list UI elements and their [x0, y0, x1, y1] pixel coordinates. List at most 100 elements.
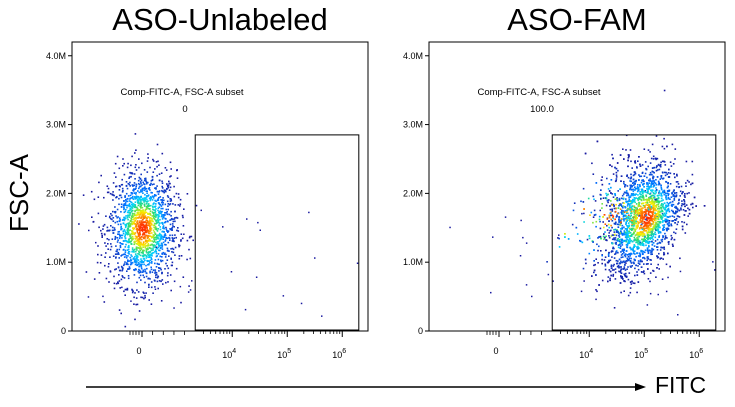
event-dot	[172, 203, 174, 205]
event-dot	[656, 195, 659, 197]
event-dot	[603, 214, 606, 216]
event-dot	[667, 224, 670, 226]
event-dot	[127, 268, 129, 270]
event-dot	[130, 232, 133, 235]
event-dot	[645, 244, 647, 247]
event-dot	[111, 226, 114, 229]
event-dot	[649, 237, 651, 239]
event-dot	[658, 194, 660, 196]
event-dot	[100, 174, 102, 177]
event-dot	[90, 190, 93, 193]
event-dot	[632, 251, 635, 253]
gate-rectangle	[551, 134, 717, 331]
event-dot	[160, 242, 163, 245]
event-dot	[641, 244, 644, 246]
event-dot	[157, 263, 159, 265]
event-dot	[143, 201, 145, 203]
event-dot	[163, 236, 166, 238]
event-dot	[654, 240, 657, 242]
event-dot	[660, 257, 663, 259]
event-dot	[146, 205, 149, 208]
event-dot	[140, 271, 142, 274]
event-dot	[164, 268, 166, 270]
event-dot	[148, 299, 150, 301]
event-dot	[633, 250, 636, 252]
event-dot	[648, 186, 651, 189]
event-dot	[662, 178, 664, 180]
event-dot	[163, 253, 166, 255]
event-dot	[654, 223, 656, 226]
event-dot	[619, 208, 622, 210]
event-dot	[599, 227, 602, 230]
event-dot	[667, 208, 669, 211]
event-dot	[118, 217, 121, 219]
event-dot	[606, 199, 609, 202]
event-dot	[356, 262, 359, 264]
event-dot	[634, 161, 636, 163]
event-dot	[140, 201, 142, 204]
event-dot	[650, 205, 653, 208]
event-dot	[122, 243, 124, 245]
event-dot	[141, 213, 144, 216]
event-dot	[627, 207, 629, 210]
event-dot	[630, 235, 632, 237]
event-dot	[139, 231, 141, 234]
event-dot	[662, 235, 664, 237]
event-dot	[655, 135, 658, 137]
event-dot	[159, 244, 161, 247]
event-dot	[636, 187, 639, 190]
event-dot	[651, 215, 654, 217]
event-dot	[611, 267, 613, 269]
event-dot	[136, 243, 139, 245]
event-dot	[603, 259, 606, 261]
event-dot	[645, 241, 647, 244]
event-dot	[617, 231, 619, 233]
event-dot	[634, 201, 636, 204]
event-dot	[132, 215, 135, 217]
event-dot	[651, 233, 653, 235]
event-dot	[173, 237, 176, 239]
event-dot	[630, 202, 633, 205]
event-dot	[643, 270, 645, 272]
event-dot	[170, 215, 172, 217]
event-dot	[142, 225, 145, 227]
event-dot	[624, 185, 626, 188]
event-dot	[108, 263, 110, 265]
event-dot	[666, 145, 668, 148]
event-dot	[139, 234, 141, 236]
event-dot	[120, 234, 123, 237]
event-dot	[153, 238, 155, 240]
event-dot	[629, 246, 631, 249]
event-dot	[622, 215, 625, 218]
event-dot	[581, 241, 584, 244]
event-dot	[145, 208, 148, 211]
event-dot	[626, 174, 628, 176]
event-dot	[638, 205, 641, 207]
event-dot	[634, 259, 636, 261]
event-dot	[136, 303, 139, 306]
event-dot	[133, 173, 136, 175]
event-dot	[161, 180, 163, 183]
event-dot	[134, 206, 136, 208]
event-dot	[109, 229, 111, 232]
event-dot	[552, 280, 554, 282]
event-dot	[688, 208, 691, 211]
y-tick-label: 0	[61, 326, 66, 336]
event-dot	[649, 223, 652, 226]
event-dot	[643, 175, 646, 177]
event-dot	[144, 268, 146, 271]
event-dot	[614, 278, 617, 280]
event-dot	[123, 228, 126, 231]
event-dot	[667, 182, 669, 185]
event-dot	[641, 196, 643, 199]
event-dot	[449, 226, 451, 229]
event-dot	[130, 220, 132, 222]
event-dot	[615, 259, 618, 262]
event-dot	[648, 188, 650, 190]
event-dot	[121, 286, 123, 289]
event-dot	[674, 219, 676, 221]
event-dot	[624, 217, 627, 220]
event-dot	[604, 256, 607, 258]
event-dot	[640, 209, 642, 211]
event-dot	[665, 195, 667, 197]
